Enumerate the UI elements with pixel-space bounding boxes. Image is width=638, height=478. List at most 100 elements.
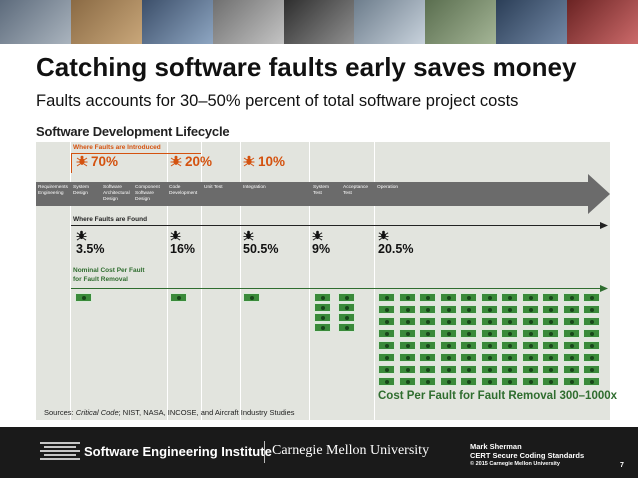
found-pct-code: 16% [170, 242, 196, 256]
money-bill-icon [521, 365, 539, 374]
money-bill-icon [583, 353, 600, 362]
money-bill-icon [419, 305, 436, 314]
money-bill-icon [439, 365, 457, 374]
money-bill-icon [542, 377, 559, 386]
money-bill-icon [314, 303, 331, 312]
money-bill-icon [562, 365, 580, 374]
money-bill-icon [480, 293, 498, 302]
money-bill-icon [398, 365, 416, 374]
introduced-pct-integration: 10% [258, 154, 286, 169]
money-bill-icon [338, 293, 355, 302]
money-bill-icon [398, 317, 416, 326]
found-pct-test: 9% [312, 242, 331, 256]
money-bill-icon [460, 377, 477, 386]
money-bill-icon [419, 353, 436, 362]
money-bill-icon [338, 303, 355, 312]
found-pct-requirements: 3.5% [76, 242, 105, 256]
introduced-pct-requirements: 70% [91, 154, 119, 169]
money-bill-icon [439, 329, 457, 338]
money-bill-icon [501, 293, 518, 302]
money-bill-icon [583, 365, 600, 374]
money-bill-icon [460, 305, 477, 314]
money-bill-icon [480, 317, 498, 326]
money-bill-icon [501, 305, 518, 314]
money-bill-icon [419, 365, 436, 374]
money-bill-icon [439, 341, 457, 350]
bug-icon [312, 230, 323, 241]
sei-logo-icon [40, 442, 80, 460]
introduced-label: Where Faults are Introduced [73, 144, 161, 151]
lifecycle-arrow [36, 174, 610, 214]
header-photo [354, 0, 426, 44]
money-bill-icon [439, 353, 457, 362]
cmu-logo-text: Carnegie Mellon University [272, 443, 430, 458]
money-bill-icon [378, 293, 395, 302]
money-bill-icon [480, 341, 498, 350]
money-bill-icon [480, 353, 498, 362]
header-photo [212, 0, 284, 44]
money-bill-icon [583, 329, 600, 338]
sources-note: Sources: Critical Code; NIST, NASA, INCO… [44, 408, 295, 417]
header-photo [70, 0, 142, 44]
cost-note: Cost Per Fault for Fault Removal 300–100… [378, 390, 618, 402]
money-bill-icon [243, 293, 260, 302]
phase-acceptance-test: Acceptance Test [343, 185, 369, 196]
money-bill-icon [439, 305, 457, 314]
money-bill-icon [521, 293, 539, 302]
money-bill-icon [439, 377, 457, 386]
money-bill-icon [398, 305, 416, 314]
cost-line [71, 288, 603, 289]
money-bill-icon [583, 305, 600, 314]
money-bill-icon [521, 353, 539, 362]
money-bill-icon [583, 341, 600, 350]
money-bill-icon [583, 317, 600, 326]
money-bill-icon [398, 329, 416, 338]
money-bill-icon [338, 313, 355, 322]
header-photo [567, 0, 638, 44]
money-bill-icon [562, 305, 580, 314]
money-bill-icon [480, 377, 498, 386]
money-bill-icon [460, 329, 477, 338]
bug-icon [243, 230, 254, 241]
money-bill-icon [501, 365, 518, 374]
bug-icon [243, 155, 255, 167]
money-bill-icon [562, 353, 580, 362]
money-bill-icon [562, 293, 580, 302]
phase-operation: Operation [377, 185, 399, 190]
presenter-info: Mark Sherman CERT Secure Coding Standard… [470, 442, 584, 460]
bug-icon [76, 155, 88, 167]
money-bill-icon [542, 293, 559, 302]
money-bill-icon [170, 293, 187, 302]
money-bill-icon [419, 293, 436, 302]
money-bill-icon [562, 317, 580, 326]
money-bill-icon [439, 293, 457, 302]
money-bill-icon [542, 305, 559, 314]
money-bill-icon [460, 353, 477, 362]
money-bill-icon [501, 377, 518, 386]
money-bill-icon [378, 365, 395, 374]
header-photo [496, 0, 568, 44]
money-bill-icon [419, 377, 436, 386]
found-line [71, 225, 603, 226]
header-photo [283, 0, 355, 44]
money-bill-icon [460, 365, 477, 374]
money-bill-icon [521, 377, 539, 386]
found-pct-integration: 50.5% [243, 242, 279, 256]
arrowhead-icon [600, 222, 608, 229]
money-bill-icon [583, 293, 600, 302]
money-bill-icon [378, 377, 395, 386]
money-bill-icon [542, 317, 559, 326]
money-bill-icon [521, 317, 539, 326]
found-pct-operation: 20.5% [378, 242, 414, 256]
page-title: Catching software faults early saves mon… [36, 52, 577, 82]
money-bill-icon [378, 353, 395, 362]
money-bill-icon [419, 317, 436, 326]
money-bill-icon [521, 341, 539, 350]
money-bill-icon [562, 377, 580, 386]
introduced-tick [71, 153, 72, 173]
found-label: Where Faults are Found [73, 216, 148, 223]
money-bill-icon [378, 317, 395, 326]
header-photo [141, 0, 213, 44]
bug-icon [378, 230, 389, 241]
money-bill-icon [460, 341, 477, 350]
